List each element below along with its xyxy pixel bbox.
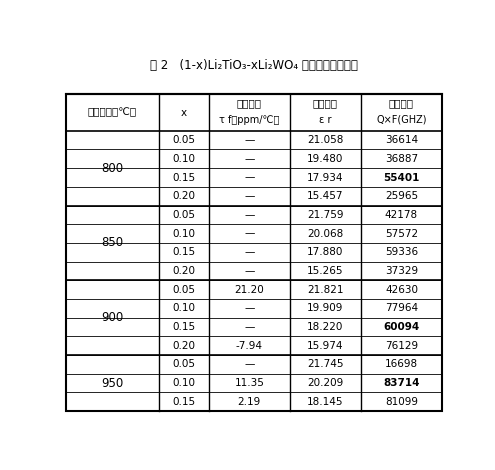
Text: 21.20: 21.20 [235, 285, 264, 295]
Text: 57572: 57572 [385, 228, 418, 239]
Text: 20.068: 20.068 [307, 228, 344, 239]
Text: —: — [244, 172, 254, 182]
Text: 0.15: 0.15 [173, 172, 196, 182]
Text: 19.480: 19.480 [307, 154, 344, 164]
Text: 900: 900 [101, 311, 124, 324]
Text: —: — [244, 135, 254, 145]
Text: 0.15: 0.15 [173, 397, 196, 407]
Text: 表 2   (1-x)Li₂TiO₃-xLi₂WO₄ 材料微波介电性能: 表 2 (1-x)Li₂TiO₃-xLi₂WO₄ 材料微波介电性能 [150, 59, 357, 72]
Text: 温度系数: 温度系数 [237, 99, 262, 109]
Text: 品质因数: 品质因数 [389, 99, 414, 109]
Text: 36614: 36614 [385, 135, 418, 145]
Text: 17.880: 17.880 [307, 247, 344, 257]
Text: -7.94: -7.94 [236, 341, 263, 351]
Text: 42178: 42178 [385, 210, 418, 220]
Text: 17.934: 17.934 [307, 172, 344, 182]
Text: x: x [181, 108, 187, 118]
Text: 0.05: 0.05 [173, 360, 196, 369]
Text: 烧结温度（℃）: 烧结温度（℃） [88, 108, 137, 118]
Text: —: — [244, 191, 254, 201]
Text: —: — [244, 360, 254, 369]
Text: 60094: 60094 [383, 322, 420, 332]
Text: 37329: 37329 [385, 266, 418, 276]
Text: 0.10: 0.10 [173, 303, 196, 313]
Text: —: — [244, 322, 254, 332]
Text: 0.05: 0.05 [173, 210, 196, 220]
Text: 0.20: 0.20 [173, 191, 196, 201]
Text: 15.265: 15.265 [307, 266, 344, 276]
Text: 0.05: 0.05 [173, 135, 196, 145]
Text: 19.909: 19.909 [307, 303, 344, 313]
Text: 21.058: 21.058 [307, 135, 344, 145]
Text: 0.10: 0.10 [173, 228, 196, 239]
Text: ε r: ε r [319, 115, 332, 125]
Text: 21.745: 21.745 [307, 360, 344, 369]
Text: 0.10: 0.10 [173, 154, 196, 164]
Text: —: — [244, 303, 254, 313]
Text: —: — [244, 154, 254, 164]
Text: 25965: 25965 [385, 191, 418, 201]
Text: 0.15: 0.15 [173, 322, 196, 332]
Text: 0.15: 0.15 [173, 247, 196, 257]
Text: 0.05: 0.05 [173, 285, 196, 295]
Text: 15.974: 15.974 [307, 341, 344, 351]
Text: —: — [244, 210, 254, 220]
Text: 950: 950 [101, 376, 124, 390]
Text: 16698: 16698 [385, 360, 418, 369]
Text: 18.220: 18.220 [307, 322, 344, 332]
Text: 2.19: 2.19 [238, 397, 261, 407]
Text: —: — [244, 247, 254, 257]
Text: —: — [244, 228, 254, 239]
Text: 59336: 59336 [385, 247, 418, 257]
Text: 55401: 55401 [383, 172, 420, 182]
Text: 15.457: 15.457 [307, 191, 344, 201]
Text: 20.209: 20.209 [307, 378, 344, 388]
Text: 11.35: 11.35 [235, 378, 264, 388]
Text: 77964: 77964 [385, 303, 418, 313]
Text: 800: 800 [101, 162, 123, 175]
Text: —: — [244, 266, 254, 276]
Text: 76129: 76129 [385, 341, 418, 351]
Text: Q×F(GHZ): Q×F(GHZ) [376, 115, 427, 125]
Text: τ f（ppm/℃）: τ f（ppm/℃） [219, 115, 280, 125]
Text: 36887: 36887 [385, 154, 418, 164]
Text: 介电常数: 介电常数 [313, 99, 338, 109]
Text: 42630: 42630 [385, 285, 418, 295]
Text: 0.20: 0.20 [173, 341, 196, 351]
Text: 83714: 83714 [383, 378, 420, 388]
Text: 18.145: 18.145 [307, 397, 344, 407]
Text: 0.20: 0.20 [173, 266, 196, 276]
Text: 21.759: 21.759 [307, 210, 344, 220]
Text: 81099: 81099 [385, 397, 418, 407]
Bar [66, 94, 442, 411]
Text: 0.10: 0.10 [173, 378, 196, 388]
Text: 850: 850 [101, 236, 123, 250]
Text: 21.821: 21.821 [307, 285, 344, 295]
